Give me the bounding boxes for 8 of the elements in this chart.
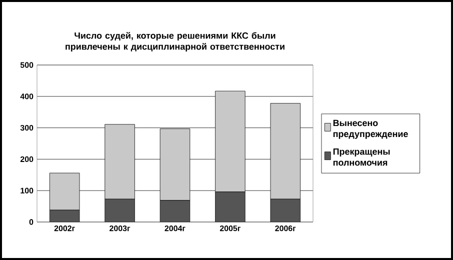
bar	[104, 198, 135, 222]
chart-title: Число судей, которые решениями ККС были привлечены к дисциплинарной ответственности	[66, 32, 284, 52]
bar	[215, 192, 246, 222]
bar	[50, 210, 80, 222]
legend-label: Вынесено предупреждение	[333, 120, 408, 139]
bar	[160, 200, 190, 222]
bar	[270, 198, 301, 222]
legend-label: Прекращены полномочия	[333, 148, 390, 166]
